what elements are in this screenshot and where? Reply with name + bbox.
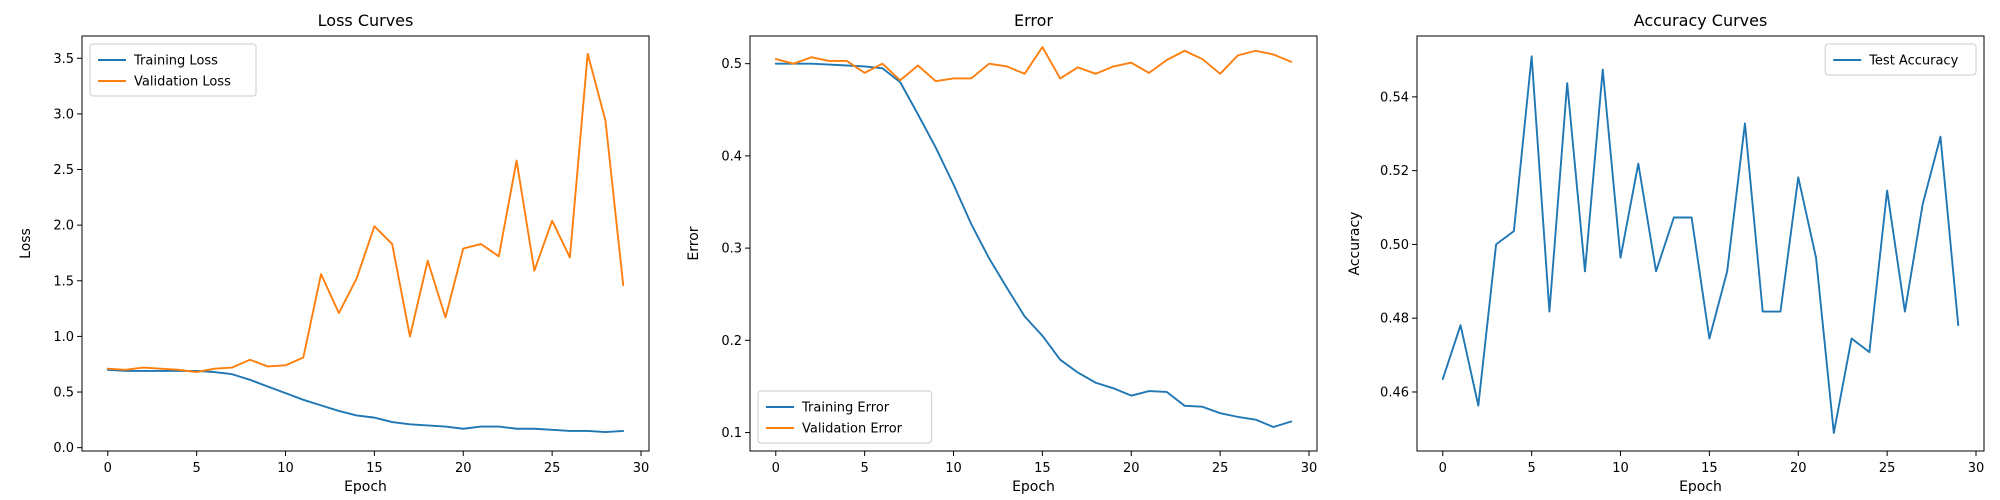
y-tick-label: 0.46 bbox=[1380, 385, 1409, 400]
x-tick-label: 30 bbox=[1301, 461, 1318, 476]
x-tick-label: 10 bbox=[945, 461, 962, 476]
x-tick-label: 0 bbox=[104, 461, 112, 476]
x-tick-label: 10 bbox=[1612, 461, 1629, 476]
legend: Test Accuracy bbox=[1824, 43, 1977, 76]
chart-title: Loss Curves bbox=[318, 11, 414, 30]
legend-label: Training Loss bbox=[133, 54, 218, 69]
y-tick-label: 0.4 bbox=[721, 149, 742, 164]
y-tick-label: 0.1 bbox=[721, 426, 742, 441]
chart-title: Accuracy Curves bbox=[1634, 11, 1768, 30]
legend-box bbox=[1824, 43, 1977, 76]
x-tick-label: 20 bbox=[455, 461, 472, 476]
x-tick-label: 25 bbox=[1212, 461, 1229, 476]
y-tick-label: 0.0 bbox=[53, 441, 74, 456]
x-tick-label: 5 bbox=[861, 461, 869, 476]
y-tick-label: 1.5 bbox=[53, 274, 74, 289]
legend-box bbox=[757, 390, 933, 444]
series-line-test-accuracy bbox=[1441, 55, 1960, 434]
x-axis-label: Epoch bbox=[1012, 479, 1055, 495]
legend: Training Loss Validation Loss bbox=[89, 43, 257, 97]
x-tick-label: 25 bbox=[1879, 461, 1896, 476]
chart-title: Error bbox=[1014, 11, 1053, 30]
x-tick-label: 15 bbox=[1701, 461, 1718, 476]
series-line-training-loss bbox=[106, 368, 625, 434]
y-tick-label: 1.0 bbox=[53, 330, 74, 345]
x-tick-label: 5 bbox=[1528, 461, 1536, 476]
series-line-validation-error bbox=[774, 46, 1293, 83]
x-axis-label: Epoch bbox=[1679, 479, 1722, 495]
y-tick-label: 0.2 bbox=[721, 334, 742, 349]
x-tick-label: 30 bbox=[633, 461, 650, 476]
y-tick-label: 0.50 bbox=[1380, 238, 1409, 253]
legend-label: Validation Loss bbox=[134, 75, 231, 90]
y-tick-label: 0.3 bbox=[721, 242, 742, 257]
x-tick-label: 20 bbox=[1790, 461, 1807, 476]
y-tick-label: 3.5 bbox=[53, 52, 74, 67]
chart-loss-curves: 0 5 10 15 20 25 30 0.0 0.5 1.0 1.5 2.0 2.5 3.0 3.5 Loss… bbox=[18, 11, 650, 495]
x-tick-label: 5 bbox=[193, 461, 201, 476]
x-tick-label: 30 bbox=[1968, 461, 1985, 476]
x-tick-label: 0 bbox=[1439, 461, 1447, 476]
y-tick-label: 0.48 bbox=[1380, 312, 1409, 327]
series-line-validation-loss bbox=[106, 52, 625, 373]
x-tick-label: 0 bbox=[772, 461, 780, 476]
x-tick-label: 25 bbox=[544, 461, 561, 476]
legend-box bbox=[89, 43, 257, 97]
y-axis-label: Error bbox=[686, 226, 702, 260]
x-tick-label: 20 bbox=[1123, 461, 1140, 476]
chart-error: 0 5 10 15 20 25 30 0.1 0.2 0.3 0.4 0.5 Error Epoch Err… bbox=[686, 11, 1318, 495]
y-tick-label: 0.52 bbox=[1380, 164, 1409, 179]
plot-frame bbox=[81, 35, 650, 452]
chart-accuracy-curves: 0 5 10 15 20 25 30 0.46 0.48 0.50 0.52 0.54 Accuracy… bbox=[1347, 11, 1985, 495]
x-tick-label: 15 bbox=[366, 461, 383, 476]
y-axis-label: Accuracy bbox=[1347, 212, 1363, 276]
y-tick-label: 2.5 bbox=[53, 163, 74, 178]
legend: Training Error Validation Error bbox=[757, 390, 933, 444]
y-tick-label: 0.54 bbox=[1380, 90, 1409, 105]
y-axis-label: Loss bbox=[18, 228, 34, 259]
plot-frame bbox=[749, 35, 1318, 452]
y-tick-label: 0.5 bbox=[721, 57, 742, 72]
y-tick-label: 2.0 bbox=[53, 219, 74, 234]
legend-label: Test Accuracy bbox=[1868, 54, 1958, 69]
legend-label: Validation Error bbox=[802, 422, 903, 437]
y-tick-label: 0.5 bbox=[53, 386, 74, 401]
legend-label: Training Error bbox=[801, 401, 890, 416]
x-tick-label: 15 bbox=[1034, 461, 1051, 476]
y-tick-label: 3.0 bbox=[53, 107, 74, 122]
plot-frame bbox=[1416, 35, 1985, 452]
x-axis-label: Epoch bbox=[344, 479, 387, 495]
x-tick-label: 10 bbox=[277, 461, 294, 476]
series-line-training-error bbox=[774, 62, 1293, 428]
